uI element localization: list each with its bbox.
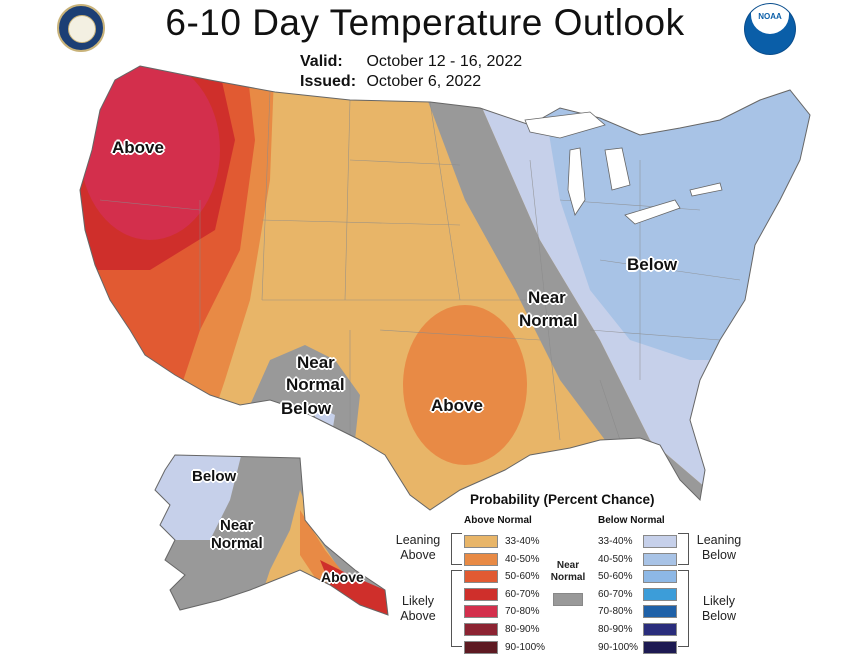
alaska-shading xyxy=(155,455,388,615)
issued-row: Issued: October 6, 2022 xyxy=(300,73,481,91)
legend-likely-above-2: Above xyxy=(400,609,436,623)
legend-near-normal-2: Normal xyxy=(550,572,586,583)
legend-below-swatch xyxy=(643,605,677,618)
alaska-outline xyxy=(154,454,389,616)
legend-above-swatch xyxy=(464,605,498,618)
legend-leaning-below: Leaning Below xyxy=(689,533,749,563)
legend-above-swatch xyxy=(464,623,498,636)
commerce-seal-logo xyxy=(57,4,105,52)
legend-below-range: 90-100% xyxy=(598,642,639,653)
legend-above-range: 60-70% xyxy=(505,589,540,600)
label-near-normal-sw-1: Near xyxy=(297,353,335,372)
legend-likely-below-2: Below xyxy=(701,609,737,623)
noaa-logo-text: NOAA xyxy=(758,12,782,21)
legend-below-swatch xyxy=(643,588,677,601)
label-ak-below: Below xyxy=(192,468,237,485)
legend-leaning-above: Leaning Above xyxy=(389,533,447,563)
label-near-normal-sw-2: Normal xyxy=(286,375,345,394)
label-below-sw: Below xyxy=(281,399,332,418)
great-lakes xyxy=(524,111,723,225)
legend-brace-leaning-above xyxy=(451,533,462,565)
legend-above-header: Above Normal xyxy=(464,515,532,526)
legend-leaning-below-1: Leaning xyxy=(696,533,742,547)
label-ak-above: Above xyxy=(321,569,364,585)
legend-below-range: 50-60% xyxy=(598,571,633,582)
legend-likely-below: Likely Below xyxy=(689,594,749,624)
legend-near-normal: Near Normal xyxy=(540,560,596,584)
legend-below-swatch xyxy=(643,535,677,548)
page-title: 6-10 Day Temperature Outlook xyxy=(165,2,685,43)
legend-above-swatch xyxy=(464,553,498,566)
valid-label: Valid: xyxy=(300,53,343,70)
noaa-logo: NOAA xyxy=(745,4,795,54)
legend-above-range: 33-40% xyxy=(505,536,540,547)
conus-outline xyxy=(79,65,811,511)
legend-above-swatch xyxy=(464,535,498,548)
issued-label: Issued: xyxy=(300,73,357,90)
legend-below-swatch xyxy=(643,553,677,566)
legend-brace-leaning-below xyxy=(678,533,689,565)
label-ak-near-1: Near xyxy=(220,517,254,534)
legend-above-range: 40-50% xyxy=(505,554,540,565)
legend-brace-likely-above xyxy=(451,570,462,647)
legend-above-range: 50-60% xyxy=(505,571,540,582)
legend-below-header: Below Normal xyxy=(598,515,665,526)
legend-above-swatch xyxy=(464,588,498,601)
label-above-south: Above xyxy=(431,396,483,415)
valid-value: October 12 - 16, 2022 xyxy=(366,53,523,70)
legend-brace-likely-below xyxy=(678,570,689,647)
legend-likely-below-1: Likely xyxy=(703,594,735,608)
legend-below-swatch xyxy=(643,570,677,583)
legend-leaning-above-2: Above xyxy=(400,548,436,562)
legend-above-range: 80-90% xyxy=(505,624,540,635)
label-near-normal-mid-1: Near xyxy=(528,288,566,307)
issued-value: October 6, 2022 xyxy=(366,73,482,90)
legend-above-swatch xyxy=(464,641,498,654)
legend-near-swatch xyxy=(553,593,583,606)
legend-above-range: 90-100% xyxy=(505,642,546,653)
label-ak-near-2: Normal xyxy=(211,535,263,552)
legend-below-swatch xyxy=(643,641,677,654)
legend-above-range: 70-80% xyxy=(505,606,540,617)
label-near-normal-mid-2: Normal xyxy=(519,311,578,330)
legend-below-swatch xyxy=(643,623,677,636)
valid-row: Valid: October 12 - 16, 2022 xyxy=(300,53,522,71)
legend-below-range: 60-70% xyxy=(598,589,633,600)
label-below-east: Below xyxy=(627,255,678,274)
legend-below-range: 33-40% xyxy=(598,536,633,547)
legend-below-range: 70-80% xyxy=(598,606,633,617)
legend-near-normal-1: Near xyxy=(556,560,580,571)
legend-leaning-above-1: Leaning xyxy=(395,533,441,547)
legend-below-range: 40-50% xyxy=(598,554,633,565)
legend-below-range: 80-90% xyxy=(598,624,633,635)
legend-title: Probability (Percent Chance) xyxy=(470,492,655,507)
legend-above-swatch xyxy=(464,570,498,583)
legend-leaning-below-2: Below xyxy=(701,548,737,562)
legend-likely-above: Likely Above xyxy=(389,594,447,624)
legend-likely-above-1: Likely xyxy=(402,594,434,608)
label-above-west: Above xyxy=(112,138,164,157)
